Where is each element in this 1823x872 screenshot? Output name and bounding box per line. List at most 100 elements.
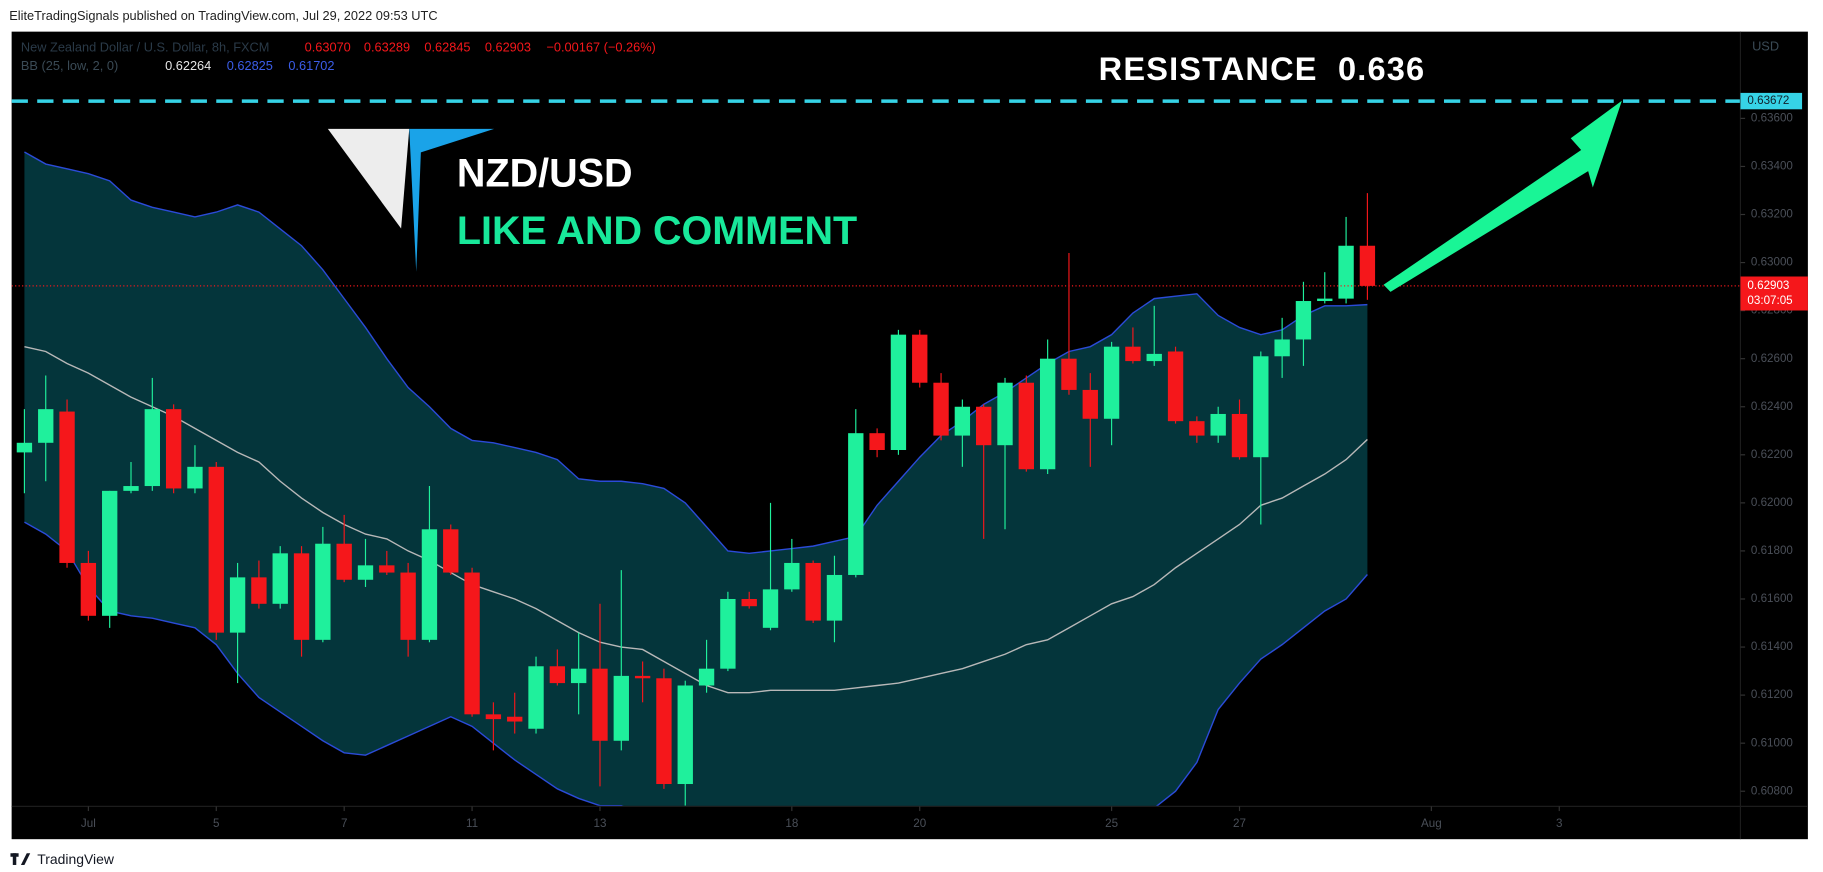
basis-line (24, 345, 1368, 694)
logo-right (409, 128, 495, 272)
candle-body (293, 553, 310, 640)
y-tick-label: 0.62400 (1751, 400, 1793, 413)
candle-body (208, 466, 224, 633)
candle-body (528, 666, 544, 729)
candle-body (315, 543, 331, 640)
candle-body (1146, 353, 1162, 362)
candle-body (1338, 245, 1354, 299)
axes: 0.60800 0.61000 0.61200 0.61400 0.61600 0.618… (81, 92, 1808, 830)
candle-body (16, 442, 33, 453)
y-tick-label: 0.61400 (1751, 640, 1793, 653)
candle-body (848, 433, 864, 575)
call-annotation: LIKE AND COMMENT (457, 209, 857, 253)
candle-body (507, 716, 523, 722)
y-tick-label: 0.63400 (1751, 160, 1793, 173)
candle-body (1039, 358, 1056, 470)
candle-body (379, 565, 395, 573)
candle-body (336, 543, 352, 580)
y-tick-label: 0.60800 (1751, 784, 1793, 797)
candle-body (485, 714, 502, 720)
candle-body (421, 529, 438, 640)
candle-body (1274, 339, 1290, 357)
y-tick-label: 0.61600 (1751, 592, 1793, 605)
candle-body (677, 685, 693, 785)
candle-body (762, 589, 779, 628)
candle-body (272, 553, 288, 604)
footer-logo (10, 853, 31, 865)
x-tick-label: 5 (213, 817, 219, 830)
candle-body (59, 411, 75, 563)
x-tick-label: Aug (1421, 817, 1442, 830)
x-tick-label: 25 (1105, 817, 1118, 830)
candle-body (1210, 413, 1226, 436)
candle-body (1167, 351, 1184, 422)
x-tick-label: Jul (81, 817, 96, 830)
x-tick-label: 7 (341, 817, 347, 830)
upper-value: 0.62825 (227, 58, 273, 73)
candle-body (890, 334, 907, 451)
low-value: 0.62845 (424, 39, 470, 54)
candle-body (741, 598, 757, 607)
candle-body (613, 675, 629, 741)
candle-body (357, 565, 374, 580)
candle-body (784, 562, 800, 590)
upper-band (24, 151, 1368, 555)
y-tick-label: 0.61800 (1751, 544, 1793, 557)
footer: TradingView (37, 851, 115, 867)
x-tick-label: 20 (913, 817, 926, 830)
indicator-name: BB (25, low, 2, 0) (21, 58, 118, 73)
candle-body (805, 562, 821, 621)
candle-body (549, 666, 566, 684)
candle-body (187, 466, 203, 489)
arrow (1383, 100, 1622, 292)
candle-body (1253, 356, 1269, 458)
candle-body (1231, 413, 1248, 458)
open-value: 0.63070 (305, 39, 351, 54)
y-tick-label: 0.62600 (1751, 352, 1793, 365)
candle-body (144, 409, 160, 487)
candle-body (123, 486, 139, 491)
high-value: 0.63289 (364, 39, 410, 54)
resistance-box (1740, 92, 1803, 110)
lower-band (24, 521, 1368, 807)
countdown-label: 03:07:05 (1747, 294, 1792, 307)
last-price-label: 0.62903 (1747, 279, 1789, 292)
candle-body (251, 577, 267, 604)
candle-body (464, 572, 480, 715)
currency: USD (1752, 38, 1779, 53)
candle-body (1103, 346, 1120, 419)
x-tick-label: 27 (1233, 817, 1246, 830)
close-value: 0.62903 (485, 39, 531, 54)
candle-body (1082, 389, 1098, 419)
candle-body (1061, 358, 1077, 390)
resistance-label: 0.63672 (1747, 94, 1789, 107)
candle-body (80, 562, 97, 616)
candle-body (1295, 301, 1312, 340)
y-tick-label: 0.62000 (1751, 496, 1793, 509)
candle-body (869, 433, 885, 451)
candle-body (102, 490, 118, 616)
candle-body (1359, 245, 1376, 286)
candle-body (443, 529, 459, 573)
y-tick-label: 0.61000 (1751, 736, 1793, 749)
candle-body (1189, 421, 1205, 436)
candle-body (720, 598, 736, 669)
publisher-line: EliteTradingSignals published on Trading… (9, 8, 437, 23)
candle-body (634, 675, 651, 679)
y-tick-label: 0.62200 (1751, 448, 1793, 461)
candle-body (38, 409, 54, 443)
y-tick-label: 0.61200 (1751, 688, 1793, 701)
candle-body (1317, 298, 1333, 302)
change-value: −0.00167 (−0.26%) (546, 39, 655, 54)
candle-body (933, 382, 949, 436)
resistance-annotation: RESISTANCE 0.636 (1099, 50, 1426, 87)
candle-body (400, 572, 416, 640)
candle-body (976, 406, 992, 446)
candle-body (592, 668, 608, 741)
candle-body (165, 409, 182, 489)
candle-body (229, 577, 246, 633)
candle-body (954, 406, 971, 436)
symbol-title: New Zealand Dollar / U.S. Dollar, 8h, FX… (21, 39, 270, 54)
